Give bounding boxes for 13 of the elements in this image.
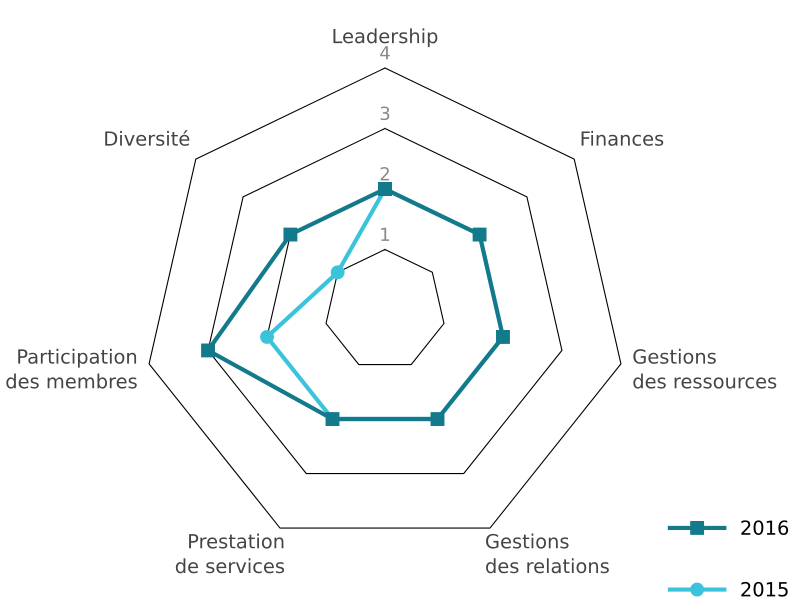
legend-label: 2015 [741,582,788,597]
legend-label: 2016 [741,520,788,536]
spoke-label: Prestation de services [176,534,284,574]
spoke-label: Finances [582,130,664,146]
spoke-label: Diversité [105,130,190,146]
y-tick-label: 3 [380,106,390,120]
y-tick-label: 4 [380,46,390,60]
spoke-label: Gestions des relations [486,534,609,574]
y-tick-label: 2 [380,167,389,180]
spoke-label: Participation des membres [6,348,137,389]
y-tick-label: 1 [381,228,390,241]
spoke-label: Leadership [333,28,438,48]
spoke-label: Gestions des ressources [633,348,776,389]
